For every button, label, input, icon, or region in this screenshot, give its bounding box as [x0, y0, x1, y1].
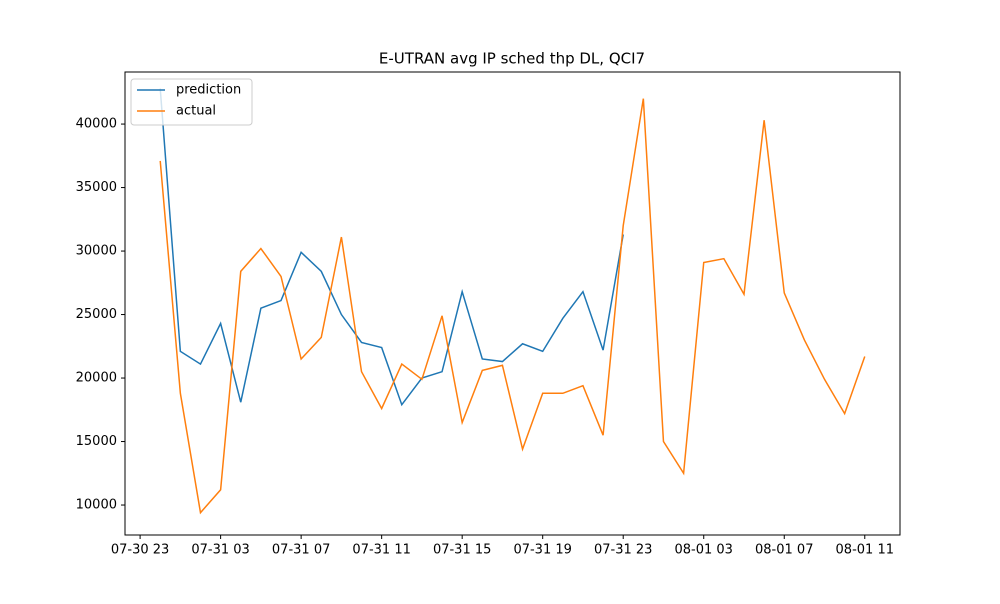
legend-label: actual [176, 104, 216, 119]
y-tick-label: 35000 [76, 180, 117, 195]
series-line [159, 88, 624, 407]
y-tick-label: 10000 [76, 498, 117, 513]
legend-label: prediction [176, 83, 241, 98]
y-tick-label: 30000 [76, 244, 117, 259]
x-tick-label: 08-01 11 [836, 543, 894, 558]
x-tick-label: 07-30 23 [111, 543, 169, 558]
x-tick-label: 07-31 23 [594, 543, 652, 558]
plot-frame [124, 71, 901, 536]
y-tick-label: 20000 [76, 371, 117, 386]
x-tick-label: 07-31 15 [433, 543, 491, 558]
y-tick-label: 25000 [76, 307, 117, 322]
x-tick-label: 07-31 03 [191, 543, 249, 558]
x-tick-label: 08-01 07 [755, 543, 813, 558]
x-tick-label: 07-31 19 [513, 543, 571, 558]
y-tick-label: 15000 [76, 434, 117, 449]
series-line [159, 98, 866, 515]
chart-title: E-UTRAN avg IP sched thp DL, QCI7 [379, 50, 645, 68]
x-tick-label: 08-01 03 [675, 543, 733, 558]
x-tick-label: 07-31 11 [352, 543, 410, 558]
y-tick-label: 40000 [76, 117, 117, 132]
x-tick-label: 07-31 07 [272, 543, 330, 558]
